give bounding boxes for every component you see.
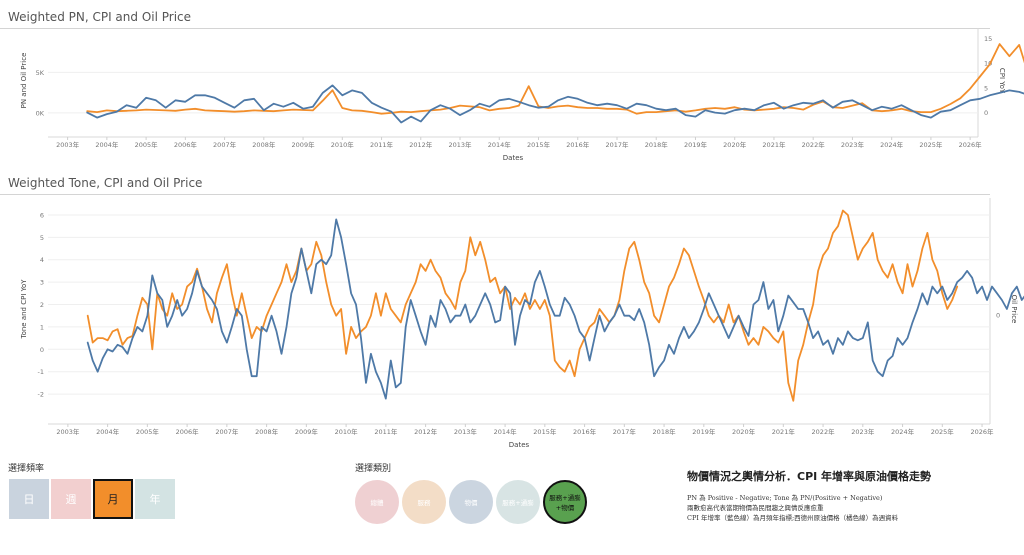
cpi-series-line (86, 84, 1024, 124)
x-tick-label: 2012年 (409, 140, 433, 149)
x-tick-label: 2009年 (295, 427, 319, 436)
x-tick-label: 2026年 (971, 427, 995, 436)
x-tick-label: 2008年 (255, 427, 279, 436)
x-tick-label: 2003年 (56, 140, 80, 149)
x-tick-label: 2011年 (374, 427, 398, 436)
y2-tick-label: 0 (984, 109, 988, 117)
y-tick-label: -2 (38, 391, 44, 399)
x-tick-label: 2008年 (252, 140, 276, 149)
x-tick-label: 2013年 (454, 427, 478, 436)
category-option[interactable]: 物價 (449, 480, 493, 524)
oil-series-line (86, 43, 1024, 115)
y-tick-label: 6 (40, 211, 44, 219)
x-tick-label: 2024年 (880, 140, 904, 149)
x-tick-label: 2014年 (488, 140, 512, 149)
x-tick-label: 2018年 (653, 427, 677, 436)
x-tick-label: 2017年 (613, 427, 637, 436)
y2-tick-label: 15 (984, 35, 992, 43)
x-tick-label: 2005年 (136, 427, 160, 436)
x-tick-label: 2015年 (533, 427, 557, 436)
x-tick-label: 2010年 (335, 427, 359, 436)
y-tick-label: 4 (40, 256, 44, 264)
note-line-1: PN 為 Positive - Negative; Tone 為 PN/(Pos… (687, 494, 883, 502)
y2-axis-title: Oil Price (1010, 295, 1018, 324)
x-tick-label: 2024年 (891, 427, 915, 436)
x-tick-label: 2011年 (370, 140, 394, 149)
y2-tick-label: 0 (996, 312, 1000, 320)
frequency-option[interactable]: 日 (9, 479, 49, 519)
chart1-title-separator (0, 28, 990, 29)
pn-cpi-oil-chart[interactable]: 0K 5K 0 5 10 15 2003年 2004年 2005年 2006年 2007年 2008年… (0, 28, 1024, 168)
x-tick-label: 2007年 (215, 427, 239, 436)
dashboard-note-title: 物價情況之輿情分析．CPI 年增率與原油價格走勢 (687, 470, 932, 483)
category-option[interactable]: 服務+通膨+物價 (543, 480, 587, 524)
y-tick-label: 1 (40, 323, 44, 331)
cpi-series-line (86, 218, 1024, 400)
frequency-label: 選擇頻率 (8, 464, 45, 474)
category-label: 選擇類別 (355, 464, 392, 474)
y-tick-label: 0K (36, 109, 45, 117)
x-tick-label: 2018年 (645, 140, 669, 149)
chart2-title-separator (0, 194, 990, 195)
y-tick-label: -1 (38, 368, 44, 376)
x-tick-label: 2013年 (449, 140, 473, 149)
x-tick-label: 2021年 (772, 427, 796, 436)
y-axis-title: Tone and CPI YoY (20, 279, 28, 340)
x-tick-label: 2023年 (851, 427, 875, 436)
x-tick-label: 2010年 (331, 140, 355, 149)
x-tick-label: 2016年 (566, 140, 590, 149)
x-tick-label: 2006年 (176, 427, 200, 436)
oil-series-line (86, 209, 959, 402)
y-tick-label: 2 (40, 301, 44, 309)
x-tick-label: 2025年 (931, 427, 955, 436)
x-tick-label: 2022年 (802, 140, 826, 149)
x-tick-label: 2007年 (213, 140, 237, 149)
x-tick-label: 2020年 (732, 427, 756, 436)
x-tick-label: 2023年 (841, 140, 865, 149)
x-tick-label: 2019年 (692, 427, 716, 436)
x-tick-label: 2020年 (723, 140, 747, 149)
x-tick-label: 2006年 (174, 140, 198, 149)
x-tick-label: 2003年 (56, 427, 80, 436)
category-option[interactable]: 總體 (355, 480, 399, 524)
y2-tick-label: 5 (984, 84, 988, 92)
chart1-title: Weighted PN, CPI and Oil Price (8, 10, 192, 24)
y-tick-label: 3 (40, 279, 44, 287)
x-tick-label: 2025年 (919, 140, 943, 149)
x-tick-label: 2005年 (135, 140, 159, 149)
x-tick-label: 2012年 (414, 427, 438, 436)
x-axis-title: Dates (509, 441, 530, 449)
tone-cpi-oil-chart[interactable]: -2 -1 0 1 2 3 4 5 6 0 2003年 2004年 2005年 2006年 2007年 200… (0, 194, 1024, 452)
category-option[interactable]: 服務 (402, 480, 446, 524)
x-tick-label: 2019年 (684, 140, 708, 149)
chart2-title: Weighted Tone, CPI and Oil Price (8, 176, 203, 190)
x-tick-label: 2022年 (812, 427, 836, 436)
frequency-option[interactable]: 年 (135, 479, 175, 519)
y-axis-title: PN and Oil Price (20, 53, 28, 109)
y-tick-label: 0 (40, 346, 44, 354)
category-option[interactable]: 服務+通膨 (496, 480, 540, 524)
frequency-option[interactable]: 月 (93, 479, 133, 519)
x-tick-label: 2016年 (573, 427, 597, 436)
note-line-2: 兩數愈高代表當期物價為民間趨之興情反應愈重 (687, 504, 824, 512)
y-tick-label: 5 (40, 234, 44, 242)
x-tick-label: 2021年 (762, 140, 786, 149)
x-tick-label: 2014年 (494, 427, 518, 436)
y2-axis-title: CPI YoY (998, 68, 1006, 94)
x-tick-label: 2026年 (959, 140, 983, 149)
x-tick-label: 2009年 (292, 140, 316, 149)
y-tick-label: 5K (36, 69, 45, 77)
frequency-option[interactable]: 週 (51, 479, 91, 519)
x-tick-label: 2015年 (527, 140, 551, 149)
x-tick-label: 2004年 (96, 427, 120, 436)
note-line-3: CPI 年增率（藍色線）為月頻年指標;西德州原油價格（橘色線）為週資料 (687, 514, 899, 522)
x-axis-title: Dates (503, 154, 524, 162)
x-tick-label: 2004年 (95, 140, 119, 149)
y2-tick-label: 10 (984, 60, 992, 68)
x-tick-label: 2017年 (605, 140, 629, 149)
